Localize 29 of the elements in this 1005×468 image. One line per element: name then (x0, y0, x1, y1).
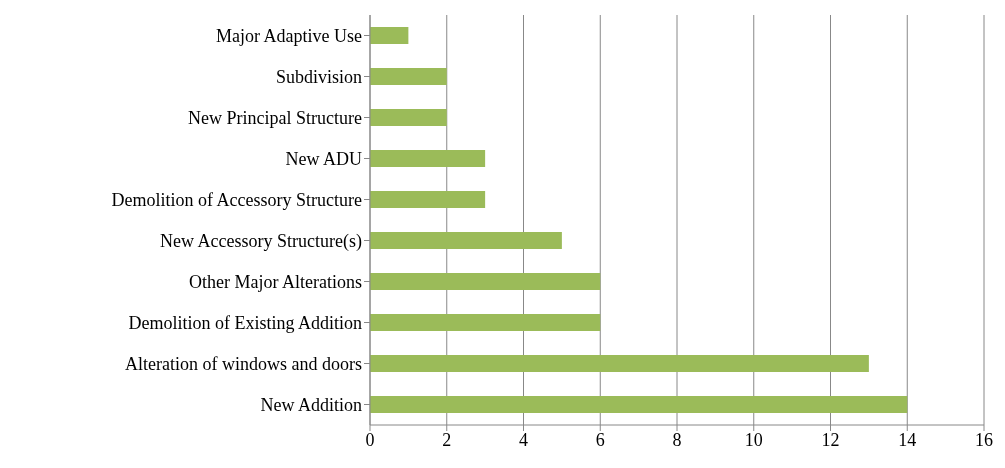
bar (370, 191, 486, 208)
y-tick-label: New Accessory Structure(s) (160, 230, 363, 252)
bar (370, 68, 447, 85)
y-tick-label: New Addition (260, 394, 362, 415)
bar (370, 109, 447, 126)
y-tick-label: Subdivision (275, 66, 362, 87)
x-tick-label: 10 (744, 429, 763, 450)
x-tick-label: 0 (365, 429, 375, 450)
y-tick-label: Major Adaptive Use (216, 25, 363, 46)
y-tick-label: New Principal Structure (188, 107, 363, 128)
x-tick-label: 16 (975, 429, 993, 450)
bar (370, 232, 562, 249)
x-tick-label: 6 (595, 429, 605, 450)
x-tick-label: 14 (898, 429, 917, 450)
x-tick-label: 12 (821, 429, 840, 450)
bar (370, 396, 908, 413)
y-tick-label: Alteration of windows and doors (125, 353, 362, 374)
x-tick-label: 2 (442, 429, 452, 450)
y-tick-label: Demolition of Existing Addition (128, 312, 362, 333)
bar (370, 27, 409, 44)
y-tick-label: Demolition of Accessory Structure (111, 189, 362, 210)
y-tick-label: New ADU (285, 148, 362, 169)
x-tick-label: 4 (519, 429, 528, 450)
bar (370, 355, 869, 372)
bar (370, 273, 601, 290)
bar (370, 150, 486, 167)
x-tick-label: 8 (672, 429, 682, 450)
y-tick-label: Other Major Alterations (189, 271, 362, 292)
bar (370, 314, 601, 331)
